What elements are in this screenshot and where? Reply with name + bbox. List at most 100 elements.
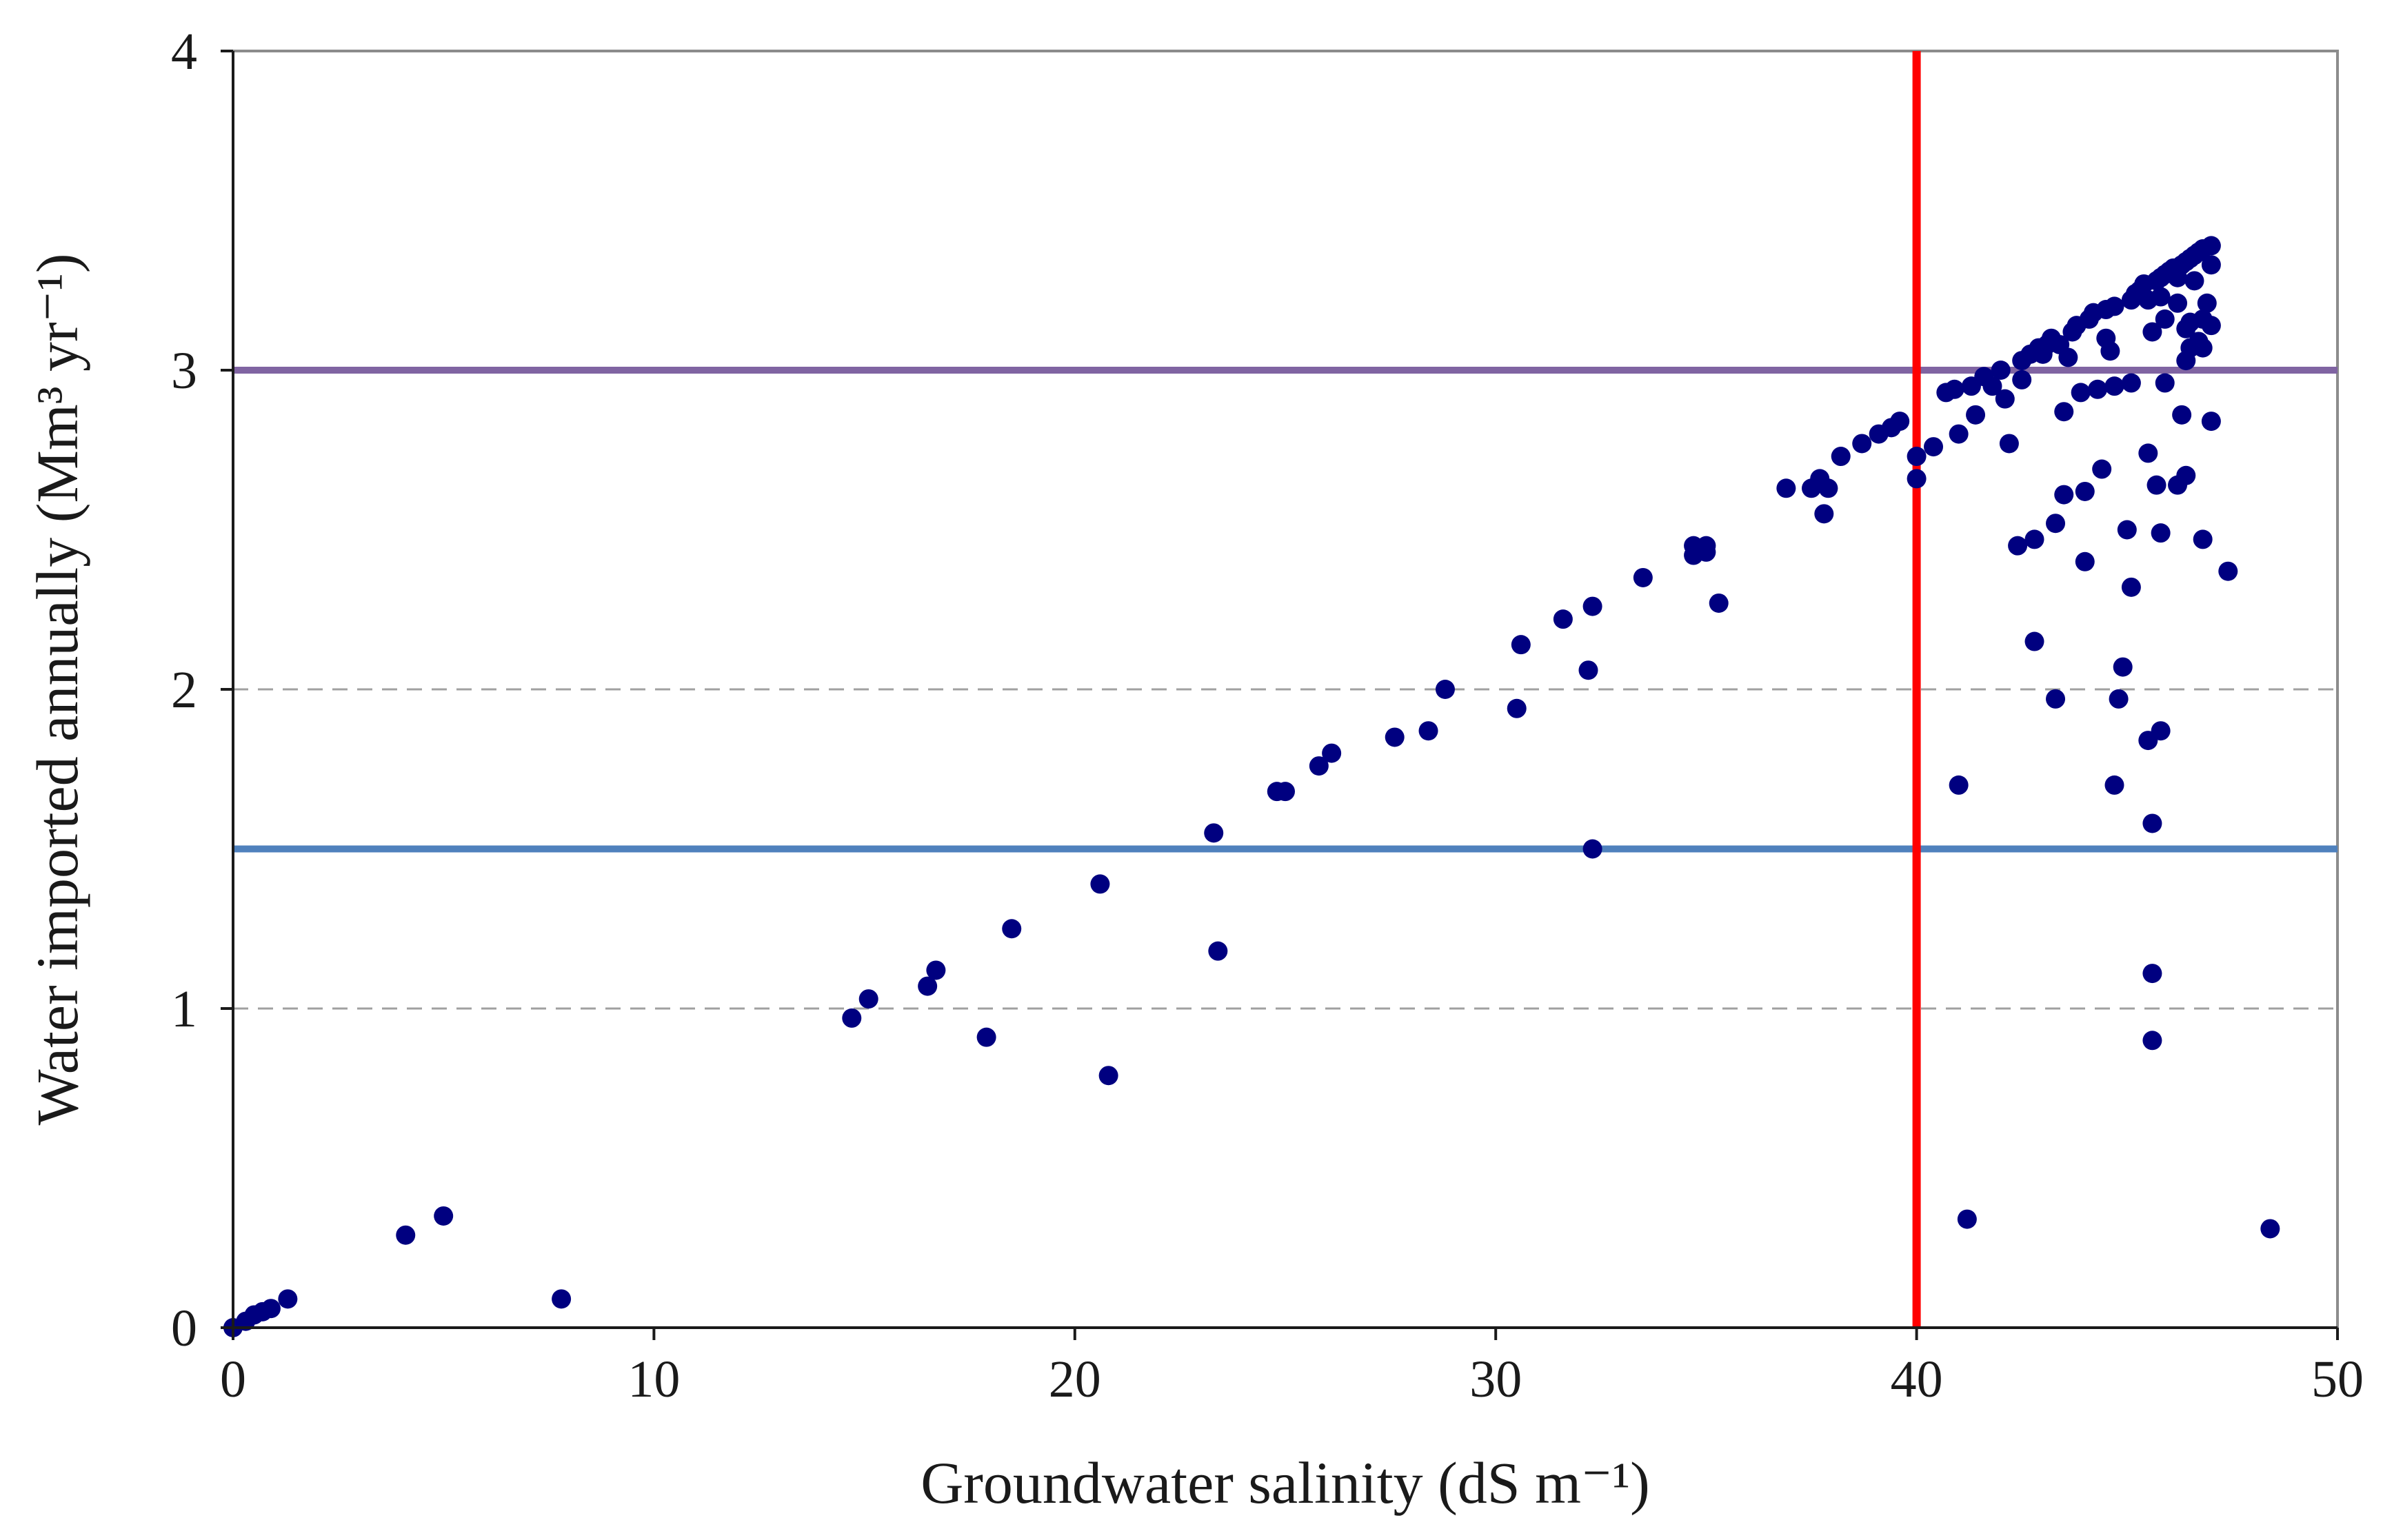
data-point [1907, 447, 1927, 467]
plot-area [223, 50, 2339, 1337]
data-point [2012, 369, 2032, 389]
data-point [2104, 775, 2124, 795]
data-point [1435, 680, 1455, 699]
data-point [2168, 293, 2188, 313]
data-point [2054, 402, 2074, 422]
data-point [1582, 839, 1602, 859]
data-point [918, 976, 938, 996]
data-point [1322, 743, 1342, 763]
data-points [223, 236, 2280, 1337]
y-tick-label: 0 [171, 1299, 197, 1357]
data-point [2071, 383, 2091, 403]
data-point [2260, 1219, 2280, 1239]
data-point [2155, 373, 2175, 393]
data-point [1098, 1066, 1118, 1086]
data-point [2024, 529, 2044, 549]
data-point [1204, 823, 1224, 843]
x-tick-label: 30 [1469, 1350, 1522, 1408]
data-point [1090, 874, 1110, 894]
data-point [2109, 689, 2129, 709]
x-axis-ticks: 0 10 20 30 40 50 [220, 1328, 2364, 1408]
data-point [2151, 287, 2171, 307]
data-point [2046, 514, 2066, 534]
data-point [2155, 309, 2175, 329]
data-point [2100, 341, 2120, 361]
data-point [2088, 379, 2108, 399]
data-point [2142, 322, 2162, 342]
data-point [2151, 523, 2171, 543]
data-point [2024, 631, 2044, 651]
data-point [2172, 405, 2192, 425]
x-tick-label: 0 [220, 1350, 246, 1408]
data-point [1852, 434, 1872, 454]
data-point [1818, 478, 1838, 498]
data-point [2054, 485, 2074, 505]
x-tick-label: 50 [2311, 1350, 2364, 1408]
data-point [396, 1225, 416, 1245]
data-point [858, 989, 878, 1009]
data-point [2058, 347, 2078, 367]
data-point [1957, 1209, 1977, 1229]
data-point [2008, 536, 2028, 556]
data-point [1949, 775, 1969, 795]
y-tick-label: 1 [171, 980, 197, 1038]
data-point [1418, 721, 1438, 741]
data-point [1709, 593, 1729, 613]
data-point [1995, 389, 2015, 409]
data-point [1776, 478, 1796, 498]
data-point [2146, 475, 2166, 495]
y-tick-label: 3 [171, 342, 197, 400]
y-tick-label: 2 [171, 661, 197, 719]
x-tick-label: 40 [1891, 1350, 1943, 1408]
data-point [2113, 657, 2133, 677]
data-point [926, 960, 946, 980]
data-point [1633, 567, 1653, 587]
data-point [842, 1008, 862, 1028]
data-point [2176, 465, 2196, 485]
data-point [1309, 756, 1329, 776]
data-point [2075, 551, 2095, 571]
data-point [1002, 919, 1022, 939]
data-point [2151, 721, 2171, 741]
data-point [2142, 1031, 2162, 1051]
data-point [1511, 635, 1531, 655]
data-point [2193, 338, 2213, 358]
data-point [1982, 376, 2002, 396]
data-point [2201, 255, 2221, 275]
data-point [2104, 376, 2124, 396]
data-point [2142, 964, 2162, 984]
data-point [2201, 412, 2221, 432]
data-point [2201, 236, 2221, 256]
data-point [278, 1289, 298, 1309]
data-point [2197, 293, 2217, 313]
data-point [1831, 447, 1851, 467]
data-point [1208, 941, 1228, 961]
data-point [1814, 504, 1834, 524]
data-point [1999, 434, 2019, 454]
data-point [1924, 437, 1944, 457]
data-point [1944, 379, 1964, 399]
x-tick-label: 10 [627, 1350, 680, 1408]
data-point [2121, 373, 2141, 393]
data-point [1578, 660, 1598, 680]
data-point [1507, 698, 1527, 718]
data-point [2184, 271, 2204, 291]
data-point [2218, 561, 2238, 581]
data-point [2201, 316, 2221, 336]
data-point [2121, 577, 2141, 597]
data-point [1582, 596, 1602, 616]
data-point [1907, 469, 1927, 489]
data-point [2046, 689, 2066, 709]
data-point [1890, 412, 1910, 432]
y-axis-ticks: 0 1 2 3 4 [171, 23, 233, 1357]
data-point [2075, 481, 2095, 501]
data-point [261, 1299, 281, 1319]
data-point [2092, 459, 2112, 479]
x-tick-label: 20 [1049, 1350, 1101, 1408]
data-point [434, 1206, 454, 1226]
data-point [2138, 443, 2158, 463]
data-point [1966, 405, 1986, 425]
grid-lines [233, 688, 2337, 1010]
data-point [2193, 529, 2213, 549]
